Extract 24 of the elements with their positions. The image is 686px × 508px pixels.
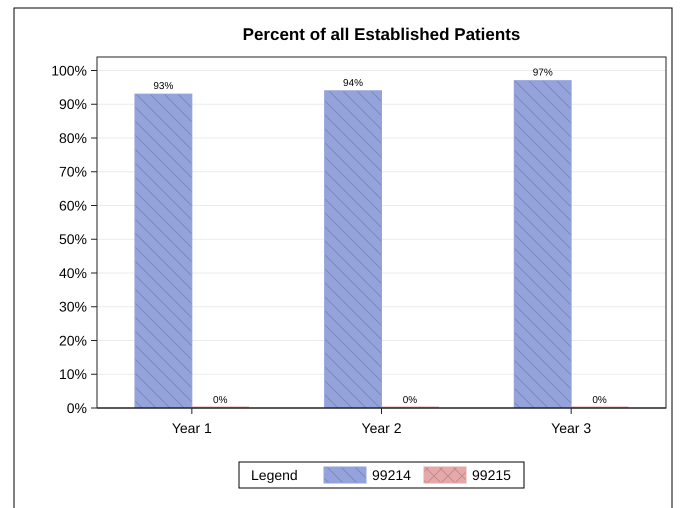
y-tick-label: 10% bbox=[58, 366, 87, 382]
data-label: 97% bbox=[532, 68, 553, 79]
y-tick-label: 40% bbox=[58, 264, 87, 281]
x-tick-label: Year 3 bbox=[551, 420, 592, 436]
data-label: 0% bbox=[402, 395, 418, 406]
data-label: 0% bbox=[592, 395, 607, 406]
y-tick-label: 60% bbox=[58, 197, 87, 214]
y-tick-label: 80% bbox=[58, 130, 87, 146]
legend-label: 99214 bbox=[372, 466, 412, 483]
x-tick-label: Year 1 bbox=[172, 420, 212, 436]
legend-label: 99215 bbox=[472, 466, 512, 483]
y-tick-label: 70% bbox=[58, 164, 87, 180]
y-tick-label: 100% bbox=[51, 62, 87, 78]
x-tick-label: Year 2 bbox=[362, 420, 402, 436]
y-tick-label: 20% bbox=[58, 332, 87, 348]
y-tick-label: 90% bbox=[58, 96, 87, 112]
legend-title: Legend bbox=[251, 466, 298, 483]
chart-title: Percent of all Established Patients bbox=[242, 25, 520, 44]
data-label: 93% bbox=[153, 81, 174, 92]
y-tick-label: 0% bbox=[66, 400, 87, 416]
data-label: 0% bbox=[213, 395, 228, 406]
y-tick-label: 50% bbox=[58, 231, 87, 248]
data-label: 94% bbox=[343, 78, 364, 89]
y-tick-label: 30% bbox=[58, 298, 87, 315]
